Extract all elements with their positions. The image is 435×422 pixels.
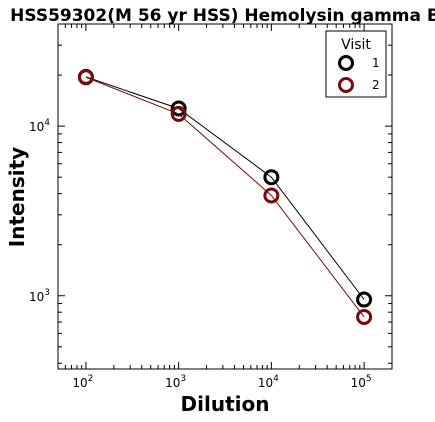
x-axis-label: Dilution bbox=[181, 392, 270, 416]
series-layer bbox=[77, 68, 373, 325]
x-tick-label: 105 bbox=[351, 374, 372, 390]
y-axis-label: Intensity bbox=[5, 147, 29, 247]
series-1-point bbox=[170, 100, 187, 117]
legend-marker-series-1 bbox=[338, 55, 354, 71]
plot-frame bbox=[57, 23, 393, 370]
series-1-point bbox=[263, 169, 280, 186]
legend-label-series-2: 2 bbox=[372, 78, 380, 92]
legend-box bbox=[325, 30, 387, 98]
series-1-line bbox=[85, 76, 365, 300]
y-tick-label: 103 bbox=[29, 288, 50, 304]
series-2-point bbox=[356, 308, 373, 325]
y-tick-label: 104 bbox=[29, 118, 50, 134]
axis-tick-labels: 102 103 104 105 103 104 bbox=[29, 118, 372, 390]
legend-title: Visit bbox=[341, 37, 371, 53]
series-2-point bbox=[170, 105, 187, 122]
x-tick-label: 104 bbox=[258, 374, 279, 390]
legend-label-series-1: 1 bbox=[372, 56, 380, 70]
series-2-point bbox=[77, 69, 94, 86]
axis-ticks bbox=[57, 23, 393, 369]
legend: Visit 1 2 bbox=[325, 30, 387, 98]
x-tick-label: 103 bbox=[165, 374, 186, 390]
series-2-point bbox=[263, 187, 280, 204]
series-2-line bbox=[85, 76, 365, 318]
x-tick-label: 102 bbox=[72, 374, 93, 390]
series-1-point bbox=[356, 291, 373, 308]
chart-title: HSS59302(M 56 yr HSS) Hemolysin gamma B bbox=[10, 6, 435, 26]
legend-marker-series-2 bbox=[338, 77, 354, 93]
